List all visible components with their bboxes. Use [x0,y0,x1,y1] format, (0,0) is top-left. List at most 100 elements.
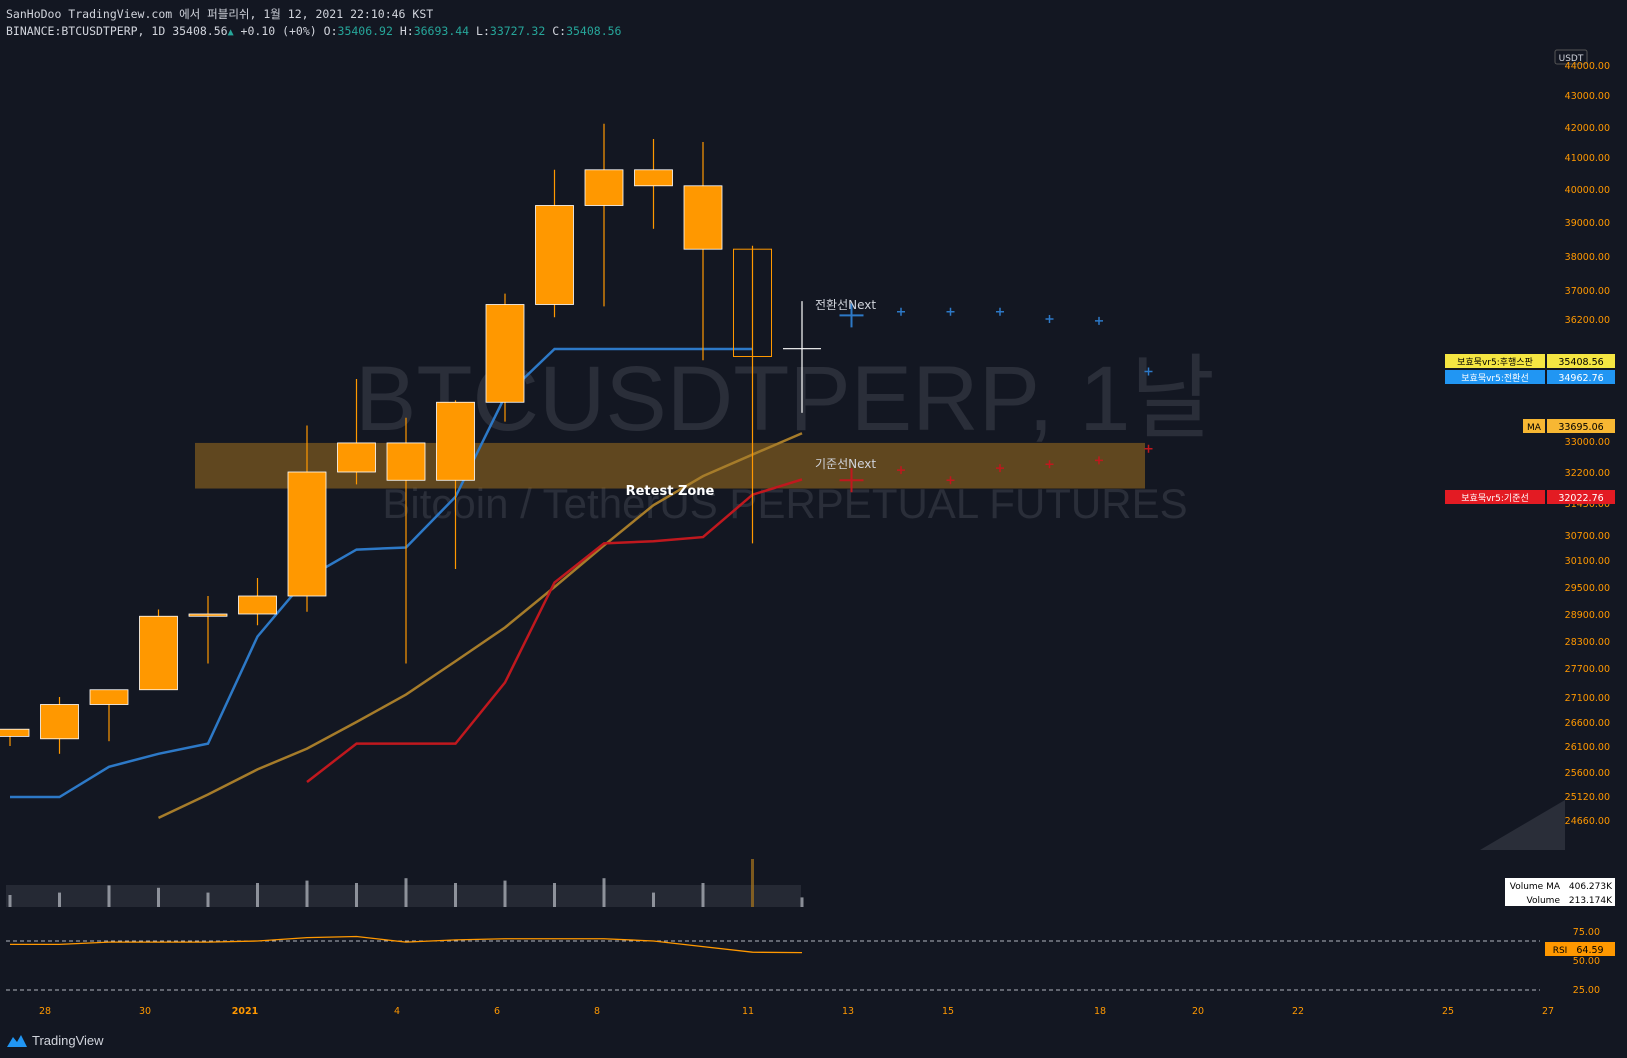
volume-bar [503,880,507,907]
y-axis-tick: 43000.00 [1565,91,1610,102]
candle-body [337,442,376,473]
volume-profile-shape [1480,800,1565,850]
price-label: 보효묵vr5:전환선 34962.76 [1445,370,1615,384]
tenkan-next-marker [1095,316,1103,325]
rsi-level-tick: 75.00 [1573,927,1600,938]
price-label-value: 35408.56 [1558,357,1603,368]
up-arrow-icon: ▲ [227,27,234,38]
rsi-level-tick: 25.00 [1573,985,1600,996]
candle-body [40,704,79,740]
volume-label-vol: Volume 213.174K [1505,892,1615,906]
last-price: 35408.56 [172,24,228,38]
rsi-label-name: RSI [1553,946,1568,956]
volume-label-value: 213.174K [1569,896,1613,906]
candle-body [683,185,723,250]
rsi-label-value: 64.59 [1576,945,1603,956]
y-axis-tick: 31450.00 [1565,499,1610,510]
tradingview-icon [7,1034,27,1047]
y-axis-tick: 26100.00 [1565,742,1610,753]
x-axis-tick: 18 [1094,1006,1106,1017]
symbol-name: BINANCE:BTCUSDTPERP, 1D [6,24,166,38]
currency-badge-text: USDT [1559,54,1584,64]
symbol-line: BINANCE:BTCUSDTPERP, 1D 35408.56▲ +0.10 … [6,23,621,41]
kijun-next-marker [839,468,864,493]
price-label-value-box [1547,419,1615,433]
kijun-next-marker [996,464,1004,473]
volume-bar [256,883,259,907]
kijun-next-marker [897,466,905,475]
y-axis-tick: 25120.00 [1565,792,1610,803]
x-axis-tick: 25 [1442,1006,1454,1017]
x-axis-tick: 11 [742,1006,754,1017]
price-label-name-box [1523,419,1545,433]
price-change: +0.10 (+0%) [240,24,317,38]
y-axis-tick: 30700.00 [1565,531,1610,542]
volume-label-ma: Volume MA 406.273K [1505,878,1615,892]
y-axis-tick: 33000.00 [1565,437,1610,448]
volume-bar [652,892,655,907]
y-axis-tick: 28900.00 [1565,610,1610,621]
y-axis-tick: 27100.00 [1565,693,1610,704]
rsi-line [10,935,803,954]
volume-bar [157,887,160,907]
high-value: 36693.44 [413,24,470,38]
y-axis-tick: 39000.00 [1565,218,1610,229]
y-axis-tick: 30100.00 [1565,556,1610,567]
low-value: 33727.32 [489,24,546,38]
price-label-name: 보효묵vr5:후행스판 [1457,356,1533,368]
x-axis-tick: 20 [1192,1006,1204,1017]
price-label-value-box [1547,354,1615,368]
x-axis-tick: 6 [494,1006,500,1017]
volume-bar [107,885,111,907]
volume-label-box [1505,878,1615,892]
kijun-next-annotation: 기준선Next [815,457,876,471]
y-axis-tick: 32200.00 [1565,468,1610,479]
tenkan-line [10,347,753,799]
tenkan-next-annotation: 전환선Next [815,298,876,312]
candle-body [485,304,525,403]
price-label-value-box [1547,370,1615,384]
candle-body [733,248,772,357]
open-label: O: [323,24,338,38]
ma-line [157,432,803,820]
volume-bar [602,878,606,907]
y-axis-tick: 37000.00 [1565,286,1610,297]
volume-label-box [1505,892,1615,906]
candle-body [386,442,426,481]
y-axis-tick: 24660.00 [1565,816,1610,827]
candle-body [139,615,178,691]
tenkan-next-marker [946,307,955,316]
candle-body [535,205,574,305]
volume-bar [751,859,754,907]
close-label: C: [552,24,567,38]
tenkan-next-marker [996,307,1004,316]
x-axis-tick: 4 [394,1006,400,1017]
price-label-value: 33695.06 [1558,422,1603,433]
tenkan-next-marker [839,303,864,328]
tradingview-logo[interactable]: TradingView [6,1033,104,1048]
tenkan-next-marker [1045,315,1054,323]
candle-body [634,169,673,187]
candle-body [238,595,277,615]
kijun-next-marker [1144,444,1153,453]
volume-label-name: Volume MA [1510,882,1561,892]
price-label-name-box [1445,490,1545,504]
volume-bar [355,883,358,907]
rsi-label-box [1545,942,1615,956]
volume-bar [8,895,12,907]
y-axis-tick: 28300.00 [1565,637,1610,648]
y-axis-tick: 36200.00 [1565,315,1610,326]
volume-label-value: 406.273K [1569,882,1613,892]
chart-header: SanHoDoo TradingView.com 에서 퍼블리쉬, 1월 12,… [6,6,621,41]
retest-zone-label: Retest Zone [626,484,715,499]
high-label: H: [399,24,414,38]
price-label-value: 32022.76 [1558,493,1603,504]
publish-line: SanHoDoo TradingView.com 에서 퍼블리쉬, 1월 12,… [6,7,434,21]
price-label-name: 보효묵vr5:전환선 [1461,372,1528,384]
brand-label: TradingView [32,1033,104,1048]
x-axis-tick: 13 [842,1006,854,1017]
candle-body [436,401,475,481]
y-axis-tick: 42000.00 [1565,123,1610,134]
x-axis-tick: 27 [1542,1006,1554,1017]
